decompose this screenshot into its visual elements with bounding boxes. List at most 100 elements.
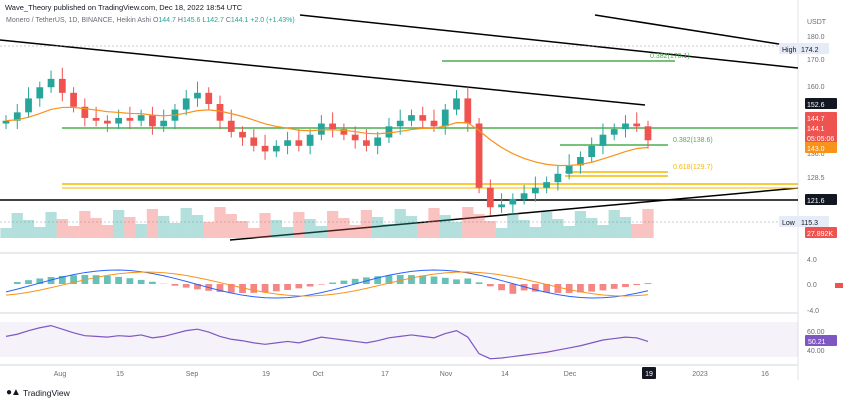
macd-bar bbox=[475, 282, 483, 284]
panes bbox=[0, 0, 799, 380]
price-badge bbox=[805, 112, 837, 123]
time-axis: Aug15Sep19Oct17Nov14Dec1920231619 bbox=[54, 367, 769, 379]
macd-line bbox=[5, 269, 649, 299]
candle bbox=[498, 204, 505, 208]
macd-bar bbox=[36, 278, 44, 284]
macd-bar bbox=[149, 281, 156, 284]
volume-bar bbox=[259, 213, 271, 238]
candle bbox=[577, 157, 584, 166]
candle bbox=[453, 98, 460, 110]
fib-label: 0.618(129.7) bbox=[673, 164, 713, 171]
volume-bar bbox=[270, 220, 282, 238]
price-badge bbox=[805, 132, 837, 143]
price-axis: 180.0 170.0 160.0 136.0 128.5 USDT High 174.2 15… bbox=[779, 19, 837, 238]
rsi-tick: 60.00 bbox=[807, 329, 825, 336]
volume-bar bbox=[67, 226, 80, 238]
candle bbox=[126, 117, 134, 121]
price-badge bbox=[805, 194, 837, 205]
candle bbox=[149, 115, 156, 127]
time-tick: Aug bbox=[54, 371, 67, 378]
price-badge bbox=[779, 43, 829, 54]
volume-bar bbox=[113, 210, 125, 238]
volume-bar bbox=[79, 211, 91, 238]
candle bbox=[250, 137, 258, 146]
price-badge-value: 174.2 bbox=[801, 47, 819, 54]
candle bbox=[272, 145, 280, 152]
candle bbox=[441, 109, 449, 127]
price-badge-value: 144.1 bbox=[807, 126, 825, 133]
candle bbox=[351, 134, 359, 141]
macd-bar bbox=[385, 275, 393, 284]
time-cursor-badge bbox=[642, 367, 656, 379]
candle bbox=[2, 120, 10, 124]
volume-bar bbox=[462, 207, 474, 238]
price-badge-value: 144.7 bbox=[807, 116, 825, 123]
change-value: +2.0 (+1.43%) bbox=[250, 17, 295, 24]
time-tick: 19 bbox=[262, 371, 270, 378]
volume-bar bbox=[225, 214, 237, 238]
trendline-top-right bbox=[594, 14, 799, 48]
volume-bar bbox=[586, 218, 598, 238]
time-tick: 16 bbox=[761, 371, 769, 378]
candle bbox=[565, 165, 573, 174]
candle bbox=[408, 115, 415, 121]
candle bbox=[194, 92, 201, 99]
macd-bar bbox=[317, 284, 325, 285]
price-tick: 128.5 bbox=[807, 175, 825, 182]
fib-label: 0.382(138.6) bbox=[673, 137, 713, 144]
candle bbox=[103, 120, 111, 124]
volume-bar bbox=[0, 228, 12, 238]
candle bbox=[261, 145, 269, 152]
macd-bar bbox=[419, 275, 427, 284]
time-tick: 15 bbox=[116, 371, 124, 378]
macd-bar bbox=[115, 276, 123, 284]
volume-bar bbox=[191, 215, 204, 238]
candle bbox=[464, 98, 472, 124]
macd-bar bbox=[351, 278, 359, 284]
volume-bar bbox=[293, 212, 305, 238]
candle bbox=[363, 140, 370, 146]
high-value: 145.6 bbox=[182, 17, 201, 24]
rsi-tick: 40.00 bbox=[807, 348, 825, 355]
candle bbox=[599, 134, 607, 146]
price-badge bbox=[805, 142, 837, 153]
candle bbox=[25, 98, 32, 113]
macd-bar bbox=[250, 284, 258, 293]
volume-bar bbox=[45, 212, 57, 238]
high-label: H bbox=[177, 17, 183, 24]
macd-bar bbox=[610, 284, 618, 289]
tv-logo-icon: ●▲ bbox=[6, 387, 21, 398]
trendline-upper bbox=[0, 39, 646, 106]
macd-tick: 0.0 bbox=[807, 282, 817, 289]
volume-bar bbox=[439, 215, 451, 238]
volume-bar bbox=[180, 208, 192, 238]
macd-bar bbox=[306, 284, 314, 287]
macd-bar bbox=[329, 282, 337, 284]
volume-bar bbox=[203, 222, 215, 238]
candle bbox=[610, 129, 618, 135]
macd-bar bbox=[599, 284, 607, 291]
volume-bar bbox=[552, 219, 564, 238]
low-value: 142.7 bbox=[206, 17, 224, 24]
logo-text: TradingView bbox=[22, 387, 70, 398]
tradingview-logo[interactable]: ●▲ TradingView bbox=[6, 387, 70, 398]
candle bbox=[239, 131, 246, 138]
volume-bar bbox=[428, 208, 440, 238]
close-label: C bbox=[225, 17, 231, 24]
macd-bar bbox=[577, 284, 584, 293]
publisher-line: Wave_Theory published on TradingView.com… bbox=[5, 3, 243, 12]
open-value: 144.7 bbox=[158, 17, 176, 24]
macd-bar bbox=[396, 275, 404, 284]
volume-bar bbox=[281, 227, 294, 238]
macd-bar bbox=[295, 284, 303, 289]
candle bbox=[396, 120, 404, 127]
volume-bar bbox=[597, 225, 609, 238]
volume-bar bbox=[372, 217, 384, 238]
candle bbox=[284, 140, 291, 146]
candle bbox=[531, 187, 539, 194]
time-tick: 2023 bbox=[692, 371, 708, 378]
macd-bar bbox=[374, 276, 382, 284]
time-tick: Dec bbox=[564, 371, 577, 378]
volume-bar bbox=[135, 224, 147, 238]
